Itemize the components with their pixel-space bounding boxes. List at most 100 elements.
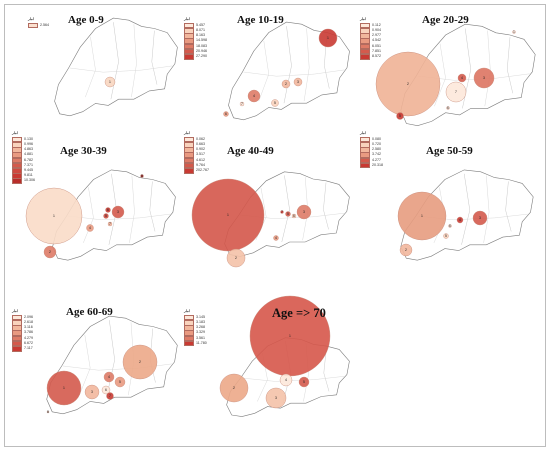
district-bubble (106, 392, 114, 400)
legend-item: 4.542 (360, 38, 381, 44)
legend-swatch (360, 43, 370, 50)
bubble-label: 7 (241, 102, 243, 106)
bubble-label: 5 (303, 380, 305, 384)
legend-item: 11.780 (184, 340, 207, 347)
bubble-label: 1 (109, 80, 111, 84)
legend-value: 3.561 (196, 335, 205, 340)
bubble-label: 3 (91, 390, 93, 394)
legend-swatch (184, 152, 194, 158)
bubble-label: 4 (108, 375, 110, 379)
district-bubble (223, 111, 229, 117)
legend-value: 27.290 (196, 53, 207, 58)
map-legend: امار 3.145 3.183 3.268 3.329 3.561 11.780 (184, 309, 207, 347)
bubble-label: 8 (141, 174, 143, 178)
legend-swatch (360, 48, 370, 55)
district-bubble (396, 112, 404, 120)
bubble-label: 6 (105, 388, 107, 392)
legend-item: 4.279 (12, 335, 33, 342)
legend-item: 0.112 (360, 22, 381, 29)
legend-value: 202.767 (196, 167, 209, 172)
legend-value: 18.083 (196, 43, 207, 48)
legend-value: 2.564 (40, 22, 49, 27)
legend-swatch (12, 147, 22, 153)
legend-item: 2.580 (360, 147, 383, 153)
legend-swatch (360, 27, 370, 34)
legend-value: 3.742 (372, 152, 381, 157)
legend-value: 3.183 (196, 319, 205, 324)
district-border (241, 376, 345, 382)
legend-item: 0.080 (360, 136, 383, 143)
legend-value: 0.902 (196, 147, 205, 152)
legend-value: 3.329 (196, 330, 205, 335)
bubble-label: 5 (105, 214, 107, 218)
legend-item: 3.145 (184, 314, 207, 321)
legend-value: 0.996 (24, 141, 33, 146)
district-bubble (285, 211, 291, 217)
bubble-label: 2 (49, 250, 51, 254)
district-bubble (443, 233, 449, 239)
legend-swatch (12, 162, 22, 169)
legend-swatch (184, 314, 194, 321)
district-bubble (247, 89, 261, 103)
legend-item: 0.663 (184, 141, 209, 148)
legend-value: 3.517 (196, 152, 205, 157)
district-bubble (43, 245, 57, 259)
map-panel: 2 3 7 4 5 6 1 Age 20-29 امار 0.112 0.904 2.977 4.542… (358, 8, 540, 127)
bubble-label: 5 (399, 114, 401, 118)
map-svg: 1 2 3 4 5 67 8 (46, 315, 178, 414)
legend-swatch (184, 167, 194, 174)
legend-title: امار (184, 131, 190, 135)
legend-item: 2.096 (12, 314, 33, 321)
legend-item: 4.863 (12, 147, 35, 153)
legend-item: 7.371 (12, 162, 35, 169)
district-border (506, 37, 513, 94)
district-border (483, 175, 490, 243)
map-legend: امار 0.112 0.904 2.977 4.542 6.051 7.851 8.572 (360, 17, 381, 60)
bubble-label: 6 (449, 224, 451, 228)
district-bubble (107, 221, 113, 227)
district-border (106, 320, 115, 398)
district-bubble (219, 373, 249, 403)
legend-swatch (12, 330, 22, 336)
district-bubble (111, 205, 125, 219)
legend-value: 9.445 (24, 167, 33, 172)
legend-item: 9.811 (12, 173, 35, 179)
district-bubble (101, 385, 111, 395)
district-bubble (446, 106, 450, 110)
bubble-label: 3 (117, 210, 119, 214)
district-border (110, 22, 119, 100)
bubble-label: 5 (445, 234, 447, 238)
district-border (323, 347, 330, 392)
legend-item: 3.561 (184, 335, 207, 342)
legend-item: 14.598 (184, 38, 207, 44)
map-legend: امار 0.062 0.663 0.902 3.517 4.612 9.764 202.76… (184, 131, 209, 174)
panel-title: Age 0-9 (68, 14, 104, 26)
legend-swatch (184, 335, 194, 342)
map-legend: امار 5.457 8.071 8.163 14.598 18.083 20.946 27.… (184, 17, 207, 60)
map-svg: 1 2 3 4 5 6 (397, 169, 534, 261)
district-bubble (122, 344, 158, 380)
district-bubble (104, 76, 116, 88)
legend-value: 4.863 (24, 147, 33, 152)
legend-item: 2.618 (12, 319, 33, 326)
legend-swatch (184, 22, 194, 29)
district-bubble (226, 248, 246, 268)
map-panel: 1 2 3 4 5 Age => 70 امار 3.145 3.183 3.268 3.329 3.… (182, 295, 354, 418)
district-border (83, 187, 94, 243)
district-bubble (375, 51, 441, 117)
bubble-label: 3 (297, 80, 299, 84)
map-svg: 1 2 3 4 5 (219, 295, 350, 417)
legend-value: 0.080 (372, 136, 381, 141)
district-bubble (291, 213, 297, 219)
bubble-label: 1 (327, 36, 329, 40)
district-bubble (140, 174, 144, 178)
legend-item: 0.904 (360, 27, 381, 34)
legend-item: 9.445 (12, 167, 35, 174)
legend-swatch (360, 38, 370, 44)
bubble-label: 7 (455, 90, 457, 94)
district-border (243, 69, 345, 77)
bubble-label: 4 (285, 378, 287, 382)
district-bubble (265, 387, 287, 409)
legend-item: 0.130 (12, 136, 35, 143)
legend-value: 3.116 (24, 325, 33, 330)
